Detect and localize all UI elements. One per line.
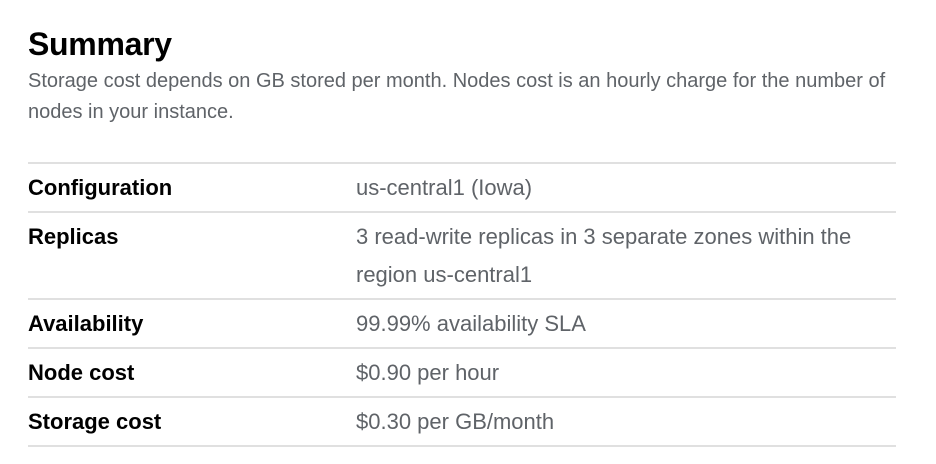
row-label: Configuration (28, 163, 356, 213)
row-value: 99.99% availability SLA (356, 299, 896, 349)
table-row: Storage cost $0.30 per GB/month (28, 397, 896, 447)
summary-title: Summary (28, 26, 172, 62)
row-label: Replicas (28, 212, 356, 300)
summary-table: Configuration us-central1 (Iowa) Replicas… (28, 162, 896, 447)
summary-section: Summary Storage cost depends on GB store… (28, 24, 896, 128)
row-value: us-central1 (Iowa) (356, 163, 896, 213)
table-row: Replicas 3 read-write replicas in 3 separ… (28, 212, 896, 300)
row-label: Node cost (28, 348, 356, 398)
row-value: $0.90 per hour (356, 348, 896, 398)
table-row: Node cost $0.90 per hour (28, 348, 896, 398)
summary-description: Storage cost depends on GB stored per mo… (28, 70, 886, 123)
row-value: 3 read-write replicas in 3 separate zone… (356, 212, 896, 300)
row-label: Availability (28, 299, 356, 349)
table-row: Configuration us-central1 (Iowa) (28, 163, 896, 213)
row-value: $0.30 per GB/month (356, 397, 896, 447)
table-row: Availability 99.99% availability SLA (28, 299, 896, 349)
row-label: Storage cost (28, 397, 356, 447)
